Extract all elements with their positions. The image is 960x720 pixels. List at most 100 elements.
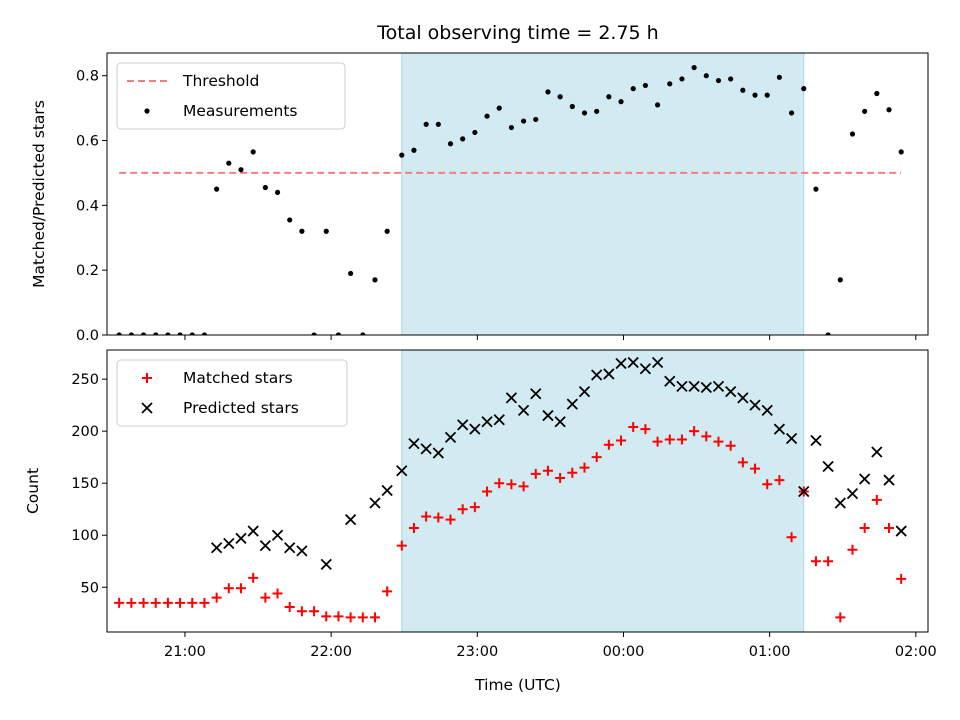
matched-stars-point-12 — [248, 572, 259, 583]
matched-stars-point-8 — [199, 597, 210, 608]
panel-1: 0.0 0.2 0.4 0.6 0.8 Matched/Predicted stars Th… — [30, 52, 929, 344]
predicted-stars-point-2 — [223, 537, 235, 550]
predicted-stars-point-20 — [481, 416, 493, 428]
x-axis-label: Time (UTC) — [474, 676, 561, 694]
predicted-stars-point-49 — [834, 497, 846, 509]
predicted-stars-point-5 — [259, 539, 271, 552]
legend-1: Threshold Measurements — [116, 62, 346, 130]
matched-stars-point-43 — [628, 422, 639, 433]
y-axis-label-1: Matched/Predicted stars — [30, 100, 48, 288]
matched-stars-point-20 — [345, 612, 356, 623]
measurements-point-18 — [323, 228, 329, 234]
measurements-point-35 — [533, 116, 539, 123]
matched-stars-point-32 — [494, 478, 505, 489]
x-tick-label: 00:00 — [603, 644, 645, 660]
measurements-point-27 — [435, 121, 441, 127]
predicted-stars-point-14 — [408, 438, 420, 450]
matched-stars-point-44 — [640, 424, 651, 435]
panel-2: 50 100 150 200 250 21:00 22:00 23:00 00:00 01:00 0… — [24, 349, 937, 660]
measurements-point-54 — [764, 92, 770, 98]
predicted-stars-point-10 — [344, 513, 357, 526]
measurements-point-48 — [691, 64, 697, 71]
predicted-stars-point-1 — [210, 542, 223, 554]
measurements-point-34 — [520, 118, 527, 124]
y-tick-label: 0.2 — [76, 263, 99, 279]
predicted-stars-point-52 — [871, 446, 883, 458]
matched-stars-point-35 — [530, 468, 541, 479]
measurements-point-45 — [654, 102, 661, 108]
measurements-point-39 — [581, 110, 588, 116]
predicted-stars-point-30 — [603, 368, 615, 380]
measurements-point-52 — [740, 87, 746, 93]
predicted-stars-point-18 — [457, 419, 469, 431]
matched-stars-point-50 — [713, 436, 724, 447]
predicted-stars-point-43 — [761, 404, 773, 416]
predicted-stars-point-25 — [542, 409, 554, 422]
matched-stars-point-4 — [150, 597, 161, 608]
matched-stars-point-48 — [689, 426, 700, 437]
matched-stars-point-2 — [126, 597, 137, 608]
measurements-point-55 — [776, 74, 782, 80]
measurements-point-15 — [287, 217, 293, 223]
y-tick-label: 0.6 — [76, 134, 99, 150]
matched-stars-point-64 — [884, 522, 895, 533]
measurements-point-41 — [606, 94, 612, 100]
matched-stars-point-18 — [321, 611, 332, 622]
matched-stars-point-23 — [382, 586, 393, 597]
measurements-point-25 — [411, 147, 417, 153]
measurements-point-36 — [545, 89, 551, 95]
measurements-point-61 — [849, 131, 856, 137]
plot-frame-1 — [106, 52, 929, 336]
measurements-point-43 — [630, 86, 636, 92]
predicted-stars-point-46 — [798, 485, 810, 498]
measurements-point-7 — [189, 332, 195, 335]
measurements-point-23 — [384, 228, 390, 234]
measurements-point-11 — [238, 167, 244, 173]
measurements-point-44 — [642, 82, 649, 89]
measurements-point-26 — [423, 121, 429, 127]
measurements-point-31 — [484, 113, 490, 119]
measurements-point-4 — [153, 332, 159, 335]
measurements-point-63 — [874, 90, 880, 97]
matched-stars-point-65 — [896, 573, 907, 584]
x-tick-label: 21:00 — [164, 644, 206, 660]
matched-stars-point-21 — [357, 612, 368, 623]
chart-title: Total observing time = 2.75 h — [376, 22, 658, 44]
measurements-point-46 — [667, 81, 673, 87]
matched-stars-point-55 — [774, 475, 785, 486]
matched-stars-point-29 — [457, 504, 468, 515]
matched-stars-point-46 — [664, 434, 675, 445]
measurements-point-37 — [557, 94, 563, 100]
measurements-point-42 — [618, 99, 624, 105]
matched-stars-point-53 — [750, 463, 761, 474]
predicted-stars-point-33 — [639, 363, 652, 375]
matched-stars-point-33 — [506, 479, 517, 490]
y-tick-label: 0.8 — [76, 69, 99, 85]
matched-stars-point-58 — [810, 556, 821, 567]
predicted-stars-point-22 — [505, 392, 518, 404]
legend-2: Matched stars Predicted stars — [116, 359, 348, 427]
legend-swatch — [144, 108, 150, 114]
predicted-stars-point-53 — [883, 474, 895, 486]
measurements-point-56 — [788, 110, 795, 116]
measurements-point-28 — [447, 141, 454, 147]
matched-stars-point-13 — [260, 592, 271, 603]
matched-stars-point-28 — [445, 514, 456, 525]
measurements-point-29 — [460, 136, 466, 142]
measurements-point-8 — [201, 332, 208, 335]
matched-stars-point-11 — [235, 583, 246, 594]
predicted-stars-point-31 — [615, 357, 627, 370]
measurements-point-30 — [472, 129, 478, 136]
matched-stars-point-36 — [542, 465, 553, 476]
measurements-point-16 — [299, 228, 305, 234]
predicted-stars-point-7 — [284, 542, 296, 554]
predicted-stars-point-54 — [895, 525, 907, 537]
x-tick-label: 02:00 — [895, 644, 937, 660]
legend-label: Predicted stars — [183, 399, 299, 417]
predicted-stars-point-39 — [712, 380, 725, 393]
measurements-point-64 — [886, 107, 892, 113]
matched-stars-point-41 — [603, 439, 614, 450]
measurements-point-51 — [728, 76, 734, 82]
measurements-point-60 — [837, 277, 843, 283]
